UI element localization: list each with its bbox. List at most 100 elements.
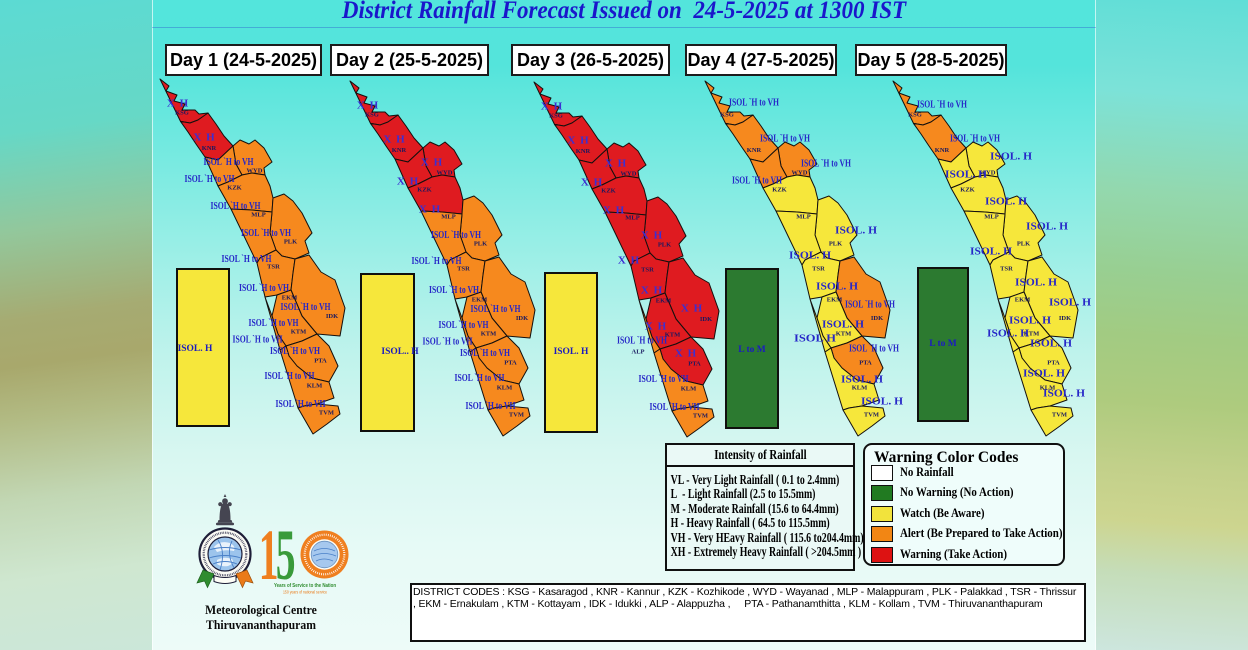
svg-text:ISOL. H: ISOL. H [1026,222,1068,233]
svg-text:KLM: KLM [307,383,323,390]
svg-text:EKM: EKM [1015,297,1031,304]
svg-text:X H: X H [603,205,625,217]
svg-text:MLP: MLP [796,214,810,221]
svg-text:EKM: EKM [472,297,488,304]
svg-text:ISOL `H to VH: ISOL `H to VH [460,348,510,359]
svg-text:ISOL `H to VH: ISOL `H to VH [233,335,283,346]
svg-text:ISOL `H to VH: ISOL `H to VH [185,174,235,185]
svg-text:ISOL `H to VH: ISOL `H to VH [845,300,895,311]
svg-text:KTM: KTM [291,329,307,336]
svg-text:ISOL `H to VH: ISOL `H to VH [650,402,700,413]
svg-text:ISOL. H: ISOL. H [1049,298,1091,309]
svg-text:IDK: IDK [516,315,528,322]
svg-text:ISOL `H to VH: ISOL `H to VH [732,176,782,187]
svg-text:ISOL `H to VH: ISOL `H to VH [412,256,462,267]
svg-text:TVM: TVM [864,412,879,419]
svg-text:WYD: WYD [437,170,453,177]
svg-text:ISOL. H: ISOL. H [970,247,1012,258]
svg-text:X H: X H [618,255,640,267]
svg-text:ISOL. H: ISOL. H [990,152,1032,163]
svg-text:5: 5 [276,515,296,596]
svg-text:EKM: EKM [827,297,843,304]
svg-text:X H: X H [567,135,589,147]
svg-text:KSG: KSG [720,112,734,119]
svg-text:PTA: PTA [314,358,327,365]
svg-text:ISOL. H: ISOL. H [985,197,1027,208]
svg-text:TSR: TSR [812,266,825,273]
svg-text:KTM: KTM [1024,331,1040,338]
svg-text:Years of Service to the Nation: Years of Service to the Nation [274,583,336,589]
svg-text:ISOL `H to VH: ISOL `H to VH [801,159,851,170]
svg-text:ISOL. H: ISOL. H [945,170,987,181]
svg-text:ISOL `H to VH: ISOL `H to VH [423,337,473,348]
svg-text:X H: X H [605,158,627,170]
svg-text:KSG: KSG [549,113,563,120]
svg-text:MLP: MLP [441,214,455,221]
svg-text:PLK: PLK [474,241,487,248]
svg-text:PLK: PLK [1017,241,1030,248]
svg-text:PTA: PTA [1047,360,1060,367]
svg-text:IDK: IDK [326,313,338,320]
svg-text:KZK: KZK [417,187,431,194]
svg-text:ISOL. H: ISOL. H [1015,278,1057,289]
svg-text:KTM: KTM [481,331,497,338]
svg-text:KZK: KZK [960,187,974,194]
svg-text:PTA: PTA [859,360,872,367]
svg-text:X H: X H [421,157,443,169]
svg-text:ISOL `H to VH: ISOL `H to VH [439,320,489,331]
svg-text:ISOL `H to VH: ISOL `H to VH [239,283,289,294]
svg-text:KZK: KZK [227,185,241,192]
svg-text:ISOL `H to VH: ISOL `H to VH [270,346,320,357]
svg-text:X H: X H [419,204,441,216]
svg-text:ISOL. H: ISOL. H [1009,316,1051,327]
svg-text:ISOL `H to VH: ISOL `H to VH [429,285,479,296]
svg-text:WYD: WYD [247,168,263,175]
svg-text:IDK: IDK [700,316,712,323]
svg-text:KSG: KSG [365,112,379,119]
svg-text:X H: X H [641,285,663,297]
svg-text:ISOL. H: ISOL. H [822,320,864,331]
svg-text:MLP: MLP [984,214,998,221]
svg-text:X H: X H [383,134,405,146]
svg-text:ISOL `H to VH: ISOL `H to VH [950,134,1000,145]
svg-text:X H: X H [675,348,697,360]
svg-text:ISOL. H: ISOL. H [987,329,1029,340]
svg-text:ISOL `H to VH: ISOL `H to VH [849,344,899,355]
svg-text:KLM: KLM [681,386,697,393]
svg-text:X H: X H [645,321,667,333]
svg-text:ISOL `H to VH: ISOL `H to VH [917,100,967,111]
svg-text:X H: X H [193,132,215,144]
svg-text:ISOL. H: ISOL. H [1043,389,1085,400]
svg-text:ISOL. H: ISOL. H [841,375,883,386]
svg-text:PTA: PTA [504,360,517,367]
svg-text:ISOL H: ISOL H [794,334,836,345]
svg-text:ISOL `H to VH: ISOL `H to VH [249,318,299,329]
svg-text:ISOL. H: ISOL. H [1023,369,1065,380]
svg-text:ISOL `H to VH: ISOL `H to VH [431,230,481,241]
svg-text:ISOL `H to VH: ISOL `H to VH [760,134,810,145]
svg-text:X H: X H [681,303,703,315]
svg-text:WYD: WYD [980,170,996,177]
svg-text:ISOL. H: ISOL. H [835,226,877,237]
svg-text:KTM: KTM [665,332,681,339]
svg-text:EKM: EKM [656,298,672,305]
svg-text:WYD: WYD [621,171,637,178]
svg-text:PLK: PLK [829,241,842,248]
svg-text:X H: X H [641,230,663,242]
svg-text:KNR: KNR [747,147,762,154]
svg-text:ISOL `H to VH: ISOL `H to VH [281,302,331,313]
svg-text:ISOL `H to VH: ISOL `H to VH [471,304,521,315]
svg-text:ISOL `H to VH: ISOL `H to VH [222,254,272,265]
svg-text:X H: X H [357,100,379,112]
svg-text:ALP: ALP [632,349,645,356]
svg-text:ISOL `H to VH: ISOL `H to VH [466,401,516,412]
svg-text:PLK: PLK [284,239,297,246]
svg-text:KZK: KZK [601,188,615,195]
svg-text:TSR: TSR [457,266,470,273]
svg-text:TSR: TSR [1000,266,1013,273]
svg-text:ISOL `H to VH: ISOL `H to VH [617,336,667,347]
svg-text:TSR: TSR [267,264,280,271]
svg-text:KNR: KNR [935,147,950,154]
svg-text:TVM: TVM [1052,412,1067,419]
svg-text:ISOL `H to VH: ISOL `H to VH [276,399,326,410]
